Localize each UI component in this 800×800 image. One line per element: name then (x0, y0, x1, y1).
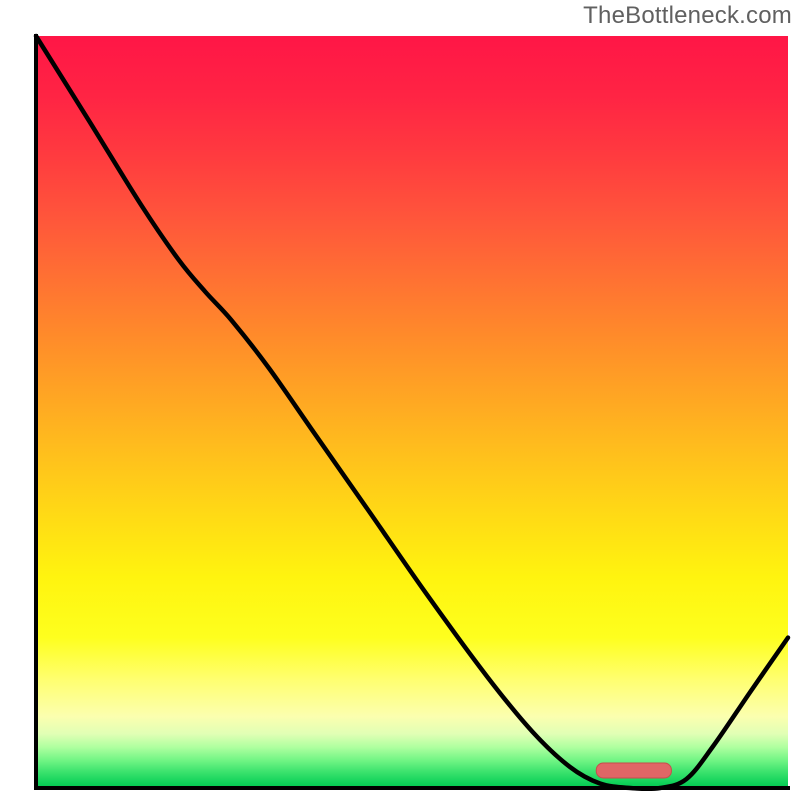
bottleneck-chart (0, 0, 800, 800)
plot-background (36, 36, 788, 788)
watermark-label: TheBottleneck.com (583, 2, 792, 30)
optimal-marker (596, 763, 671, 778)
chart-container: TheBottleneck.com (0, 0, 800, 800)
